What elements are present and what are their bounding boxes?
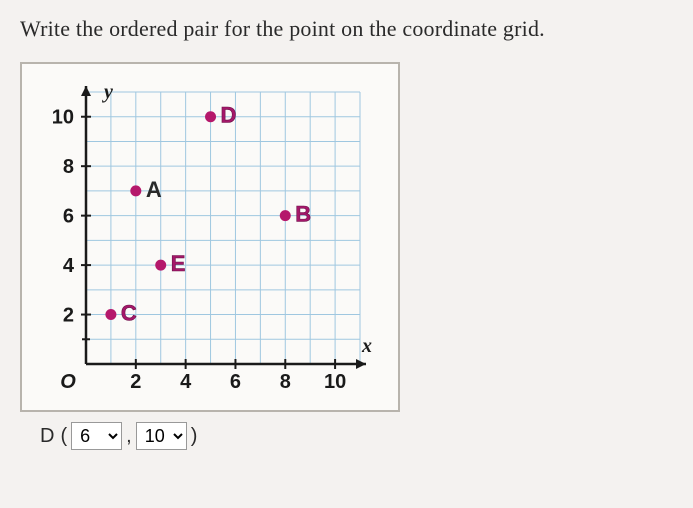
svg-text:D: D [221, 103, 237, 128]
comma: , [126, 425, 132, 448]
open-paren: ( [60, 425, 67, 448]
coordinate-grid: 2 4 6 8 10 2 4 6 8 10 Oy x A B C D E [36, 78, 384, 398]
svg-text:2: 2 [130, 371, 141, 393]
svg-text:8: 8 [280, 371, 291, 393]
svg-text:4: 4 [180, 371, 192, 393]
svg-text:10: 10 [52, 107, 74, 129]
svg-text:A: A [146, 177, 162, 202]
svg-text:B: B [295, 202, 311, 227]
svg-text:O: O [60, 371, 76, 393]
svg-text:2: 2 [63, 305, 74, 327]
svg-text:x: x [361, 335, 372, 357]
answer-y-select[interactable]: 012345678910 [136, 422, 187, 450]
svg-text:C: C [121, 301, 137, 326]
answer-point-label: D [40, 425, 54, 448]
coordinate-grid-container: 2 4 6 8 10 2 4 6 8 10 Oy x A B C D E [20, 62, 400, 412]
svg-text:6: 6 [63, 206, 74, 228]
svg-text:4: 4 [63, 255, 75, 277]
answer-row: D ( 012345678910 , 012345678910 ) [20, 422, 673, 450]
question-prompt: Write the ordered pair for the point on … [20, 16, 673, 42]
answer-x-select[interactable]: 012345678910 [71, 422, 122, 450]
svg-text:E: E [171, 251, 186, 276]
svg-text:8: 8 [63, 156, 74, 178]
svg-text:y: y [102, 81, 113, 103]
close-paren: ) [191, 425, 198, 448]
svg-text:10: 10 [324, 371, 346, 393]
svg-text:6: 6 [230, 371, 241, 393]
